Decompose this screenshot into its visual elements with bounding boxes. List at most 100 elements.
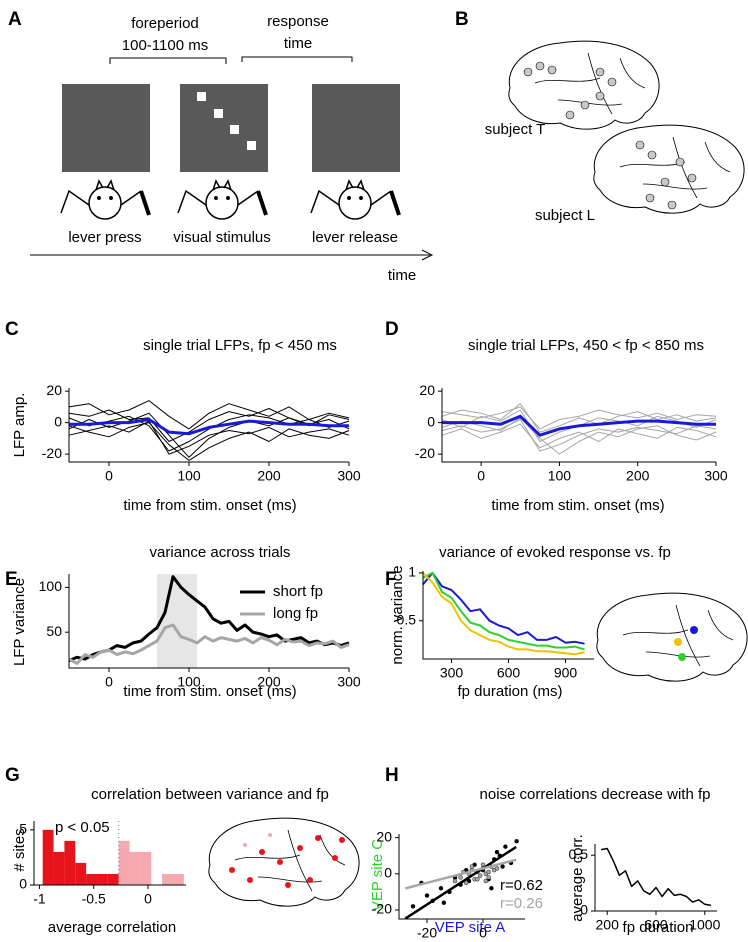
event-label: visual stimulus (173, 229, 271, 246)
subject-label: subject T (485, 121, 546, 138)
screen (312, 84, 400, 172)
point (458, 875, 463, 880)
axis (422, 571, 594, 660)
point (469, 864, 474, 869)
x-tick-label: 200 (257, 468, 281, 484)
legend-label: long fp (273, 605, 318, 622)
y-tick-label: 0 (384, 864, 392, 880)
bar (96, 873, 108, 885)
point (475, 877, 480, 882)
point (503, 844, 508, 849)
panel-label: C (5, 319, 19, 340)
point (483, 878, 488, 884)
chart-title: variance of evoked response vs. fp (439, 544, 671, 561)
point (514, 839, 519, 844)
brain (593, 124, 745, 214)
x-axis-label: average correlation (48, 919, 176, 936)
y-tick-label: 0 (427, 413, 435, 429)
point (480, 862, 486, 867)
line (441, 419, 717, 452)
x-tick-label: 100 (177, 674, 201, 690)
x-axis-label: time from stim. onset (ms) (491, 497, 664, 514)
y-axis-label: LFP amp. (11, 393, 28, 458)
y-axis-label: # sites (11, 828, 28, 871)
y-tick-label: 0 (580, 902, 588, 918)
panel-label: A (8, 9, 22, 30)
y-tick-label: 100 (39, 578, 63, 594)
x-tick-label: 0 (477, 468, 485, 484)
brain-maps: B subject T subject L (455, 9, 745, 224)
line (68, 420, 350, 455)
chart-title: noise correlations decrease with fp (480, 786, 711, 803)
y-tick-label: 50 (46, 623, 62, 639)
subject-icon (176, 179, 268, 221)
x-tick-label: 0 (479, 925, 487, 941)
y-tick-label: 0 (19, 876, 27, 892)
bracket (109, 57, 227, 64)
site-dots (674, 626, 698, 661)
axis (441, 388, 716, 463)
x-tick-label: 200 (626, 468, 650, 484)
x-tick-label: -1 (33, 891, 46, 907)
line (68, 422, 350, 461)
x-tick-label: 100 (548, 468, 572, 484)
line (422, 572, 585, 656)
x-tick-label: -0.5 (82, 891, 106, 907)
y-axis-label: LFP variance (11, 578, 28, 666)
brain (508, 40, 660, 130)
point (486, 875, 491, 880)
subject-label: subject L (535, 207, 595, 224)
point (478, 873, 483, 878)
y-axis-label: average corr. (569, 834, 586, 922)
line (442, 414, 716, 437)
chart-title: single trial LFPs, fp < 450 ms (143, 337, 337, 354)
point (464, 880, 469, 886)
point (489, 886, 494, 891)
panel-label: E (5, 569, 18, 590)
legend-label: short fp (273, 583, 323, 600)
axis (594, 844, 717, 912)
y-tick-label: -20 (415, 445, 435, 461)
line (68, 412, 350, 458)
schematic: A foreperiod 100-1100 ms response time l… (8, 9, 434, 284)
x-tick-label: 300 (440, 665, 464, 681)
x-tick-label: 0 (105, 468, 113, 484)
point (410, 904, 416, 909)
bar (162, 873, 173, 885)
subject-icon (309, 179, 401, 221)
event-label: lever release (312, 229, 398, 246)
site-dots (229, 833, 345, 888)
response-label: response (267, 13, 329, 30)
time-label: time (388, 267, 416, 284)
panel-label: D (385, 319, 399, 340)
line (68, 575, 350, 663)
x-axis-label: time from stim. onset (ms) (123, 683, 296, 700)
fit-line (404, 845, 517, 920)
annotation: p < 0.05 (55, 819, 110, 836)
bar (75, 862, 87, 885)
response-label: time (284, 35, 312, 52)
x-tick-label: 200 (596, 917, 620, 933)
x-tick-label: 1000 (689, 917, 720, 933)
bar (129, 851, 141, 885)
y-tick-label: 0.5 (397, 611, 417, 627)
line (422, 571, 585, 651)
foreperiod-range: 100-1100 ms (122, 37, 208, 54)
x-tick-label: 0 (105, 674, 113, 690)
y-tick-label: 1 (408, 564, 416, 580)
x-tick-label: -20 (417, 925, 437, 941)
x-tick-label: 300 (337, 674, 361, 690)
screen (62, 84, 150, 172)
point (452, 878, 458, 884)
y-tick-label: 0 (54, 413, 62, 429)
x-tick-label: 0 (144, 891, 152, 907)
y-tick-label: -20 (42, 445, 62, 461)
highlight-band (157, 574, 197, 668)
point (486, 869, 491, 875)
y-tick-label: 20 (376, 828, 392, 844)
foreperiod: foreperiod (131, 15, 199, 32)
line (69, 418, 349, 436)
fit-line (404, 858, 517, 890)
